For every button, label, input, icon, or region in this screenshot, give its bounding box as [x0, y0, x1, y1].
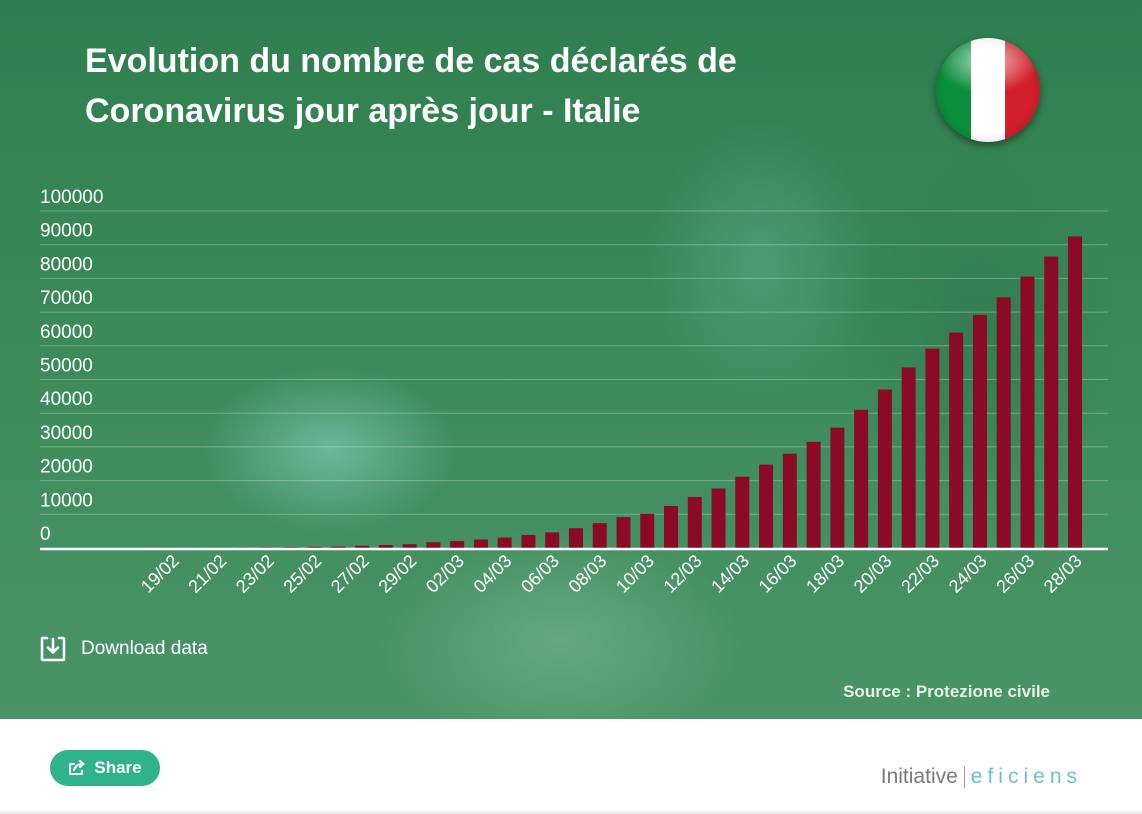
x-tick-label: 24/03 [945, 551, 991, 597]
x-tick-label: 20/03 [850, 551, 896, 597]
brand-separator [963, 766, 965, 788]
bar [378, 545, 393, 548]
bar [854, 409, 869, 548]
bar [283, 547, 298, 548]
bar [450, 541, 465, 548]
x-tick-label: 14/03 [707, 551, 753, 597]
x-tick-label: 25/02 [279, 551, 325, 597]
bar [759, 464, 774, 548]
bar [1044, 256, 1059, 548]
x-tick-label: 10/03 [612, 551, 658, 597]
bar [426, 542, 441, 548]
source-note: Source : Protezione civile [843, 682, 1050, 701]
bar [473, 539, 488, 548]
download-data-label: Download data [81, 637, 208, 659]
footer-divider [0, 811, 1142, 814]
y-tick-label: 0 [40, 524, 51, 545]
bar [1020, 276, 1035, 548]
bar [355, 545, 370, 548]
chart-panel: Evolution du nombre de cas déclarés de C… [0, 0, 1142, 719]
bar [616, 517, 631, 548]
x-tick-label: 26/03 [992, 551, 1038, 597]
y-tick-label: 30000 [40, 423, 93, 444]
bar [806, 441, 821, 548]
y-tick-label: 100000 [40, 187, 103, 208]
bar [640, 513, 655, 548]
y-tick-label: 60000 [40, 322, 93, 343]
bar [830, 427, 845, 548]
bar [521, 534, 536, 548]
share-button[interactable]: Share [50, 750, 160, 786]
y-tick-label: 90000 [40, 221, 93, 242]
y-tick-label: 20000 [40, 457, 93, 478]
x-tick-label: 19/02 [137, 551, 183, 597]
x-tick-label: 06/03 [517, 551, 563, 597]
chart-title: Evolution du nombre de cas déclarés de C… [85, 42, 737, 130]
bar [260, 547, 275, 548]
x-tick-label: 08/03 [565, 551, 611, 597]
bar [664, 506, 679, 548]
x-tick-label: 28/03 [1040, 551, 1086, 597]
x-tick-label: 04/03 [470, 551, 516, 597]
bar [925, 348, 940, 548]
bar [497, 537, 512, 548]
y-tick-label: 10000 [40, 490, 93, 511]
x-tick-label: 22/03 [897, 551, 943, 597]
bar [711, 488, 726, 548]
bar [972, 314, 987, 548]
bar [402, 544, 417, 548]
bar [901, 367, 916, 548]
share-label: Share [94, 758, 142, 777]
x-tick-label: 23/02 [232, 551, 278, 597]
download-data-link[interactable]: Download data [40, 635, 208, 662]
bar [307, 546, 322, 548]
x-tick-label: 29/02 [374, 551, 420, 597]
bar [568, 528, 583, 548]
y-tick-label: 50000 [40, 356, 93, 377]
footer: Share Initiative eficiens [0, 719, 1142, 814]
italy-flag-icon [936, 38, 1040, 142]
bar [592, 523, 607, 548]
y-tick-label: 40000 [40, 389, 93, 410]
bar-chart: 0 10000 20000 30000 40000 50000 60000 70000 8000… [40, 187, 1086, 597]
x-tick-label: 27/02 [327, 551, 373, 597]
y-tick-label: 70000 [40, 288, 93, 309]
bar [996, 297, 1011, 548]
brand-logo: Initiative eficiens [881, 765, 1082, 789]
share-icon [69, 760, 85, 775]
bar [735, 476, 750, 548]
x-tick-label: 12/03 [660, 551, 706, 597]
bar [687, 497, 702, 548]
download-icon [40, 636, 66, 662]
bar [331, 546, 346, 548]
flag-gloss [936, 38, 1040, 142]
x-tick-label: 18/03 [802, 551, 848, 597]
bar [877, 389, 892, 548]
x-tick-label: 02/03 [422, 551, 468, 597]
bar [949, 332, 964, 548]
bar [1068, 236, 1082, 548]
x-tick-label: 21/02 [184, 551, 230, 597]
bar [545, 532, 560, 548]
x-tick-label: 16/03 [755, 551, 801, 597]
brand-initiative: Initiative [880, 765, 958, 788]
brand-eficiens: eficiens [970, 765, 1082, 788]
bar [782, 453, 797, 548]
y-tick-label: 80000 [40, 254, 93, 275]
